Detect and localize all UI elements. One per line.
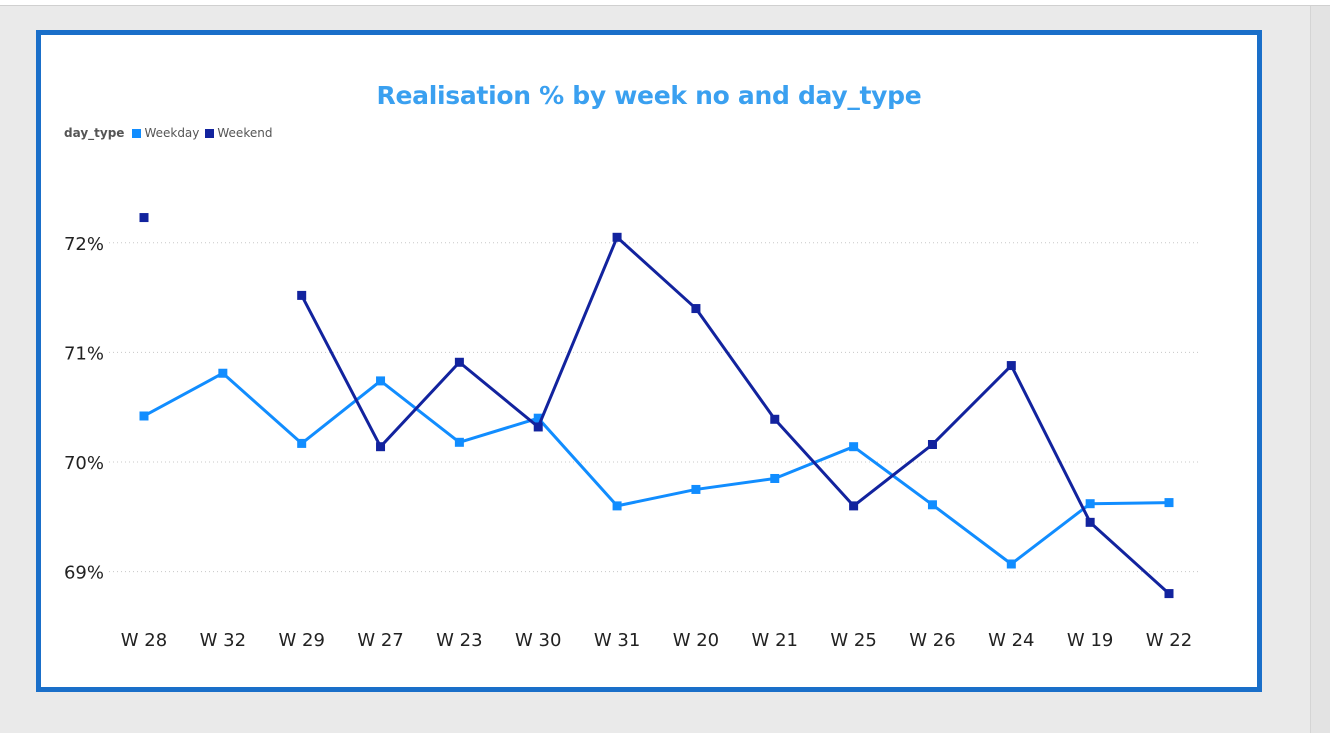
x-tick-label: W 20 <box>673 630 719 651</box>
data-point-weekday <box>297 438 307 448</box>
data-point-weekend <box>1006 361 1016 371</box>
line-chart-visual[interactable]: Realisation % by week no and day_type da… <box>36 30 1262 692</box>
data-point-weekday <box>612 501 622 511</box>
y-tick-label: 70% <box>64 453 104 474</box>
series-line-weekday <box>142 371 1171 566</box>
x-tick-label: W 28 <box>121 630 167 651</box>
data-point-weekend <box>533 422 543 432</box>
data-point-weekend <box>1085 517 1095 527</box>
data-point-weekday <box>454 437 464 447</box>
x-tick-label: W 27 <box>357 630 403 651</box>
data-point-weekday <box>691 484 701 494</box>
y-tick-label: 72% <box>64 234 104 255</box>
series-line-weekend <box>300 235 1171 596</box>
chart-title: Realisation % by week no and day_type <box>376 81 922 110</box>
x-tick-label: W 25 <box>830 630 876 651</box>
x-tick-label: W 30 <box>515 630 561 651</box>
x-tick-label: W 23 <box>436 630 482 651</box>
data-point-weekend <box>454 357 464 367</box>
data-point-weekday <box>849 442 859 452</box>
data-point-weekend <box>612 232 622 242</box>
x-tick-label: W 24 <box>988 630 1034 651</box>
x-tick-label: W 32 <box>200 630 246 651</box>
data-point-weekend <box>849 501 859 511</box>
data-point-weekday <box>770 473 780 483</box>
x-tick-label: W 29 <box>278 630 324 651</box>
data-point-weekend <box>297 290 307 300</box>
legend-title: day_type <box>64 126 125 140</box>
data-point-weekend <box>1164 589 1174 599</box>
data-point-weekday <box>376 376 386 386</box>
x-tick-label: W 26 <box>909 630 955 651</box>
legend-swatch-weekend <box>205 128 215 138</box>
plot-area: 69% 70% 71% 72% W 28 W 32 W 29 W 27 W 23 W 30 W 31… <box>64 213 1201 651</box>
data-point-weekday <box>139 411 149 421</box>
legend-label-weekday: Weekday <box>144 126 200 140</box>
legend-item-weekend[interactable]: Weekend <box>205 126 272 140</box>
data-point-weekend <box>376 442 386 452</box>
data-point-weekend <box>139 213 149 223</box>
legend-item-weekday[interactable]: Weekday <box>132 126 199 140</box>
x-tick-label: W 22 <box>1146 630 1192 651</box>
data-point-weekday <box>218 368 228 378</box>
legend: day_type Weekday Weekend <box>64 125 278 141</box>
data-point-weekend <box>691 304 701 314</box>
data-point-weekday <box>1164 498 1174 508</box>
data-point-weekend <box>770 414 780 424</box>
x-tick-label: W 21 <box>752 630 798 651</box>
legend-label-weekend: Weekend <box>217 126 273 140</box>
data-point-weekday <box>1006 559 1016 569</box>
top-toolbar-strip <box>0 0 1330 6</box>
data-point-weekday <box>1085 499 1095 509</box>
data-point-weekday <box>927 500 937 510</box>
x-tick-label: W 31 <box>594 630 640 651</box>
data-point-weekday <box>533 413 543 423</box>
y-tick-label: 71% <box>64 343 104 364</box>
y-tick-label: 69% <box>64 563 104 584</box>
x-tick-label: W 19 <box>1067 630 1113 651</box>
right-pane-edge <box>1310 6 1330 733</box>
data-point-weekend <box>927 439 937 449</box>
legend-swatch-weekday <box>132 128 142 138</box>
